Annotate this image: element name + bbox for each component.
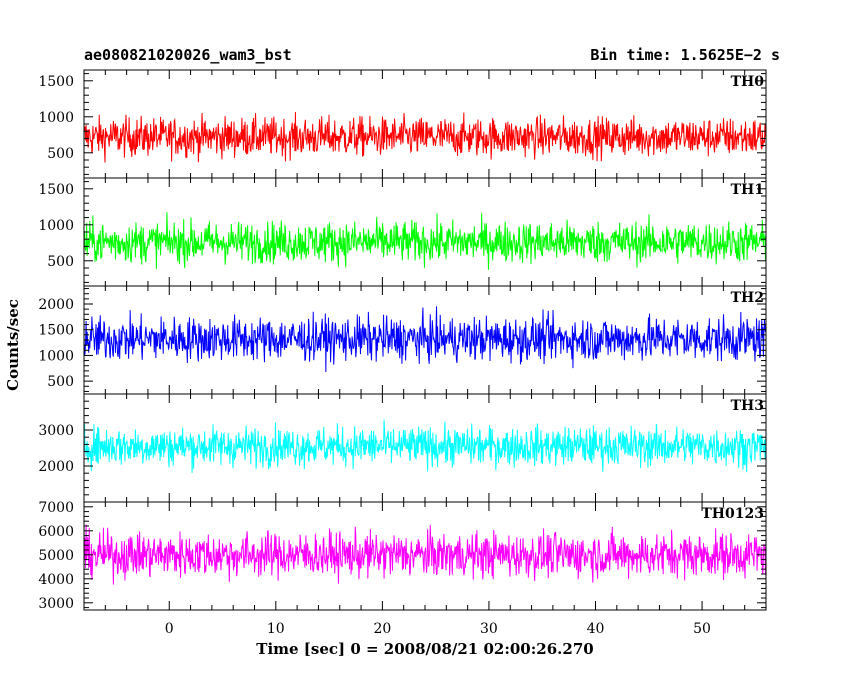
series-th2 [83, 306, 767, 372]
panel-frame [83, 177, 767, 287]
bin-time-label: Bin time: 1.5625E−2 s [590, 46, 780, 64]
y-tick-label: 500 [47, 254, 74, 270]
y-tick-label: 500 [47, 146, 74, 162]
x-axis: 0 10 20 30 40 50 [165, 621, 711, 637]
y-tick-label: 1500 [38, 74, 74, 90]
panel-th2: 500 1000 1500 2000 TH2 [38, 285, 767, 395]
panels-group: 500 1000 1500 TH0 500 1000 1500 TH1 500 1000 1500 2… [38, 69, 767, 612]
x-tick-label: 50 [693, 621, 711, 637]
panel-th1: 500 1000 1500 TH1 [38, 177, 767, 287]
y-tick-label: 500 [47, 374, 74, 390]
y-tick-label: 1000 [38, 348, 74, 364]
y-tick-label: 1500 [38, 323, 74, 339]
y-tick-label: 1000 [38, 110, 74, 126]
panel-label: TH0123 [701, 506, 764, 522]
panel-frame [83, 69, 767, 179]
y-tick-label: 6000 [38, 524, 74, 540]
panel-th3: 2000 3000 TH3 [38, 393, 767, 503]
x-tick-label: 30 [480, 621, 498, 637]
panel-label: TH1 [731, 182, 764, 198]
panel-label: TH2 [731, 290, 764, 306]
y-tick-label: 1500 [38, 182, 74, 198]
y-tick-label: 2000 [38, 297, 74, 313]
y-tick-label: 3000 [38, 596, 74, 612]
y-tick-label: 5000 [38, 548, 74, 564]
y-axis-label: Counts/sec [4, 299, 22, 391]
series-th0123 [83, 524, 767, 585]
series-th3 [83, 419, 767, 473]
chart-title: ae080821020026_wam3_bst [84, 46, 292, 64]
y-tick-label: 7000 [38, 500, 74, 516]
panel-th0: 500 1000 1500 TH0 [38, 69, 767, 179]
panel-label: TH3 [731, 398, 764, 414]
x-tick-label: 10 [267, 621, 285, 637]
series-th1 [83, 212, 767, 270]
x-axis-label: Time [sec] 0 = 2008/08/21 02:00:26.270 [256, 640, 593, 658]
y-tick-label: 1000 [38, 218, 74, 234]
panel-th0123: 3000 4000 5000 6000 7000 TH0123 [38, 500, 767, 612]
y-tick-label: 2000 [38, 459, 74, 475]
y-tick-label: 4000 [38, 572, 74, 588]
series-th0 [83, 111, 767, 163]
panel-label: TH0 [731, 74, 765, 90]
x-tick-label: 20 [373, 621, 391, 637]
x-tick-label: 40 [587, 621, 605, 637]
x-tick-label: 0 [165, 621, 174, 637]
y-tick-label: 3000 [38, 423, 74, 439]
